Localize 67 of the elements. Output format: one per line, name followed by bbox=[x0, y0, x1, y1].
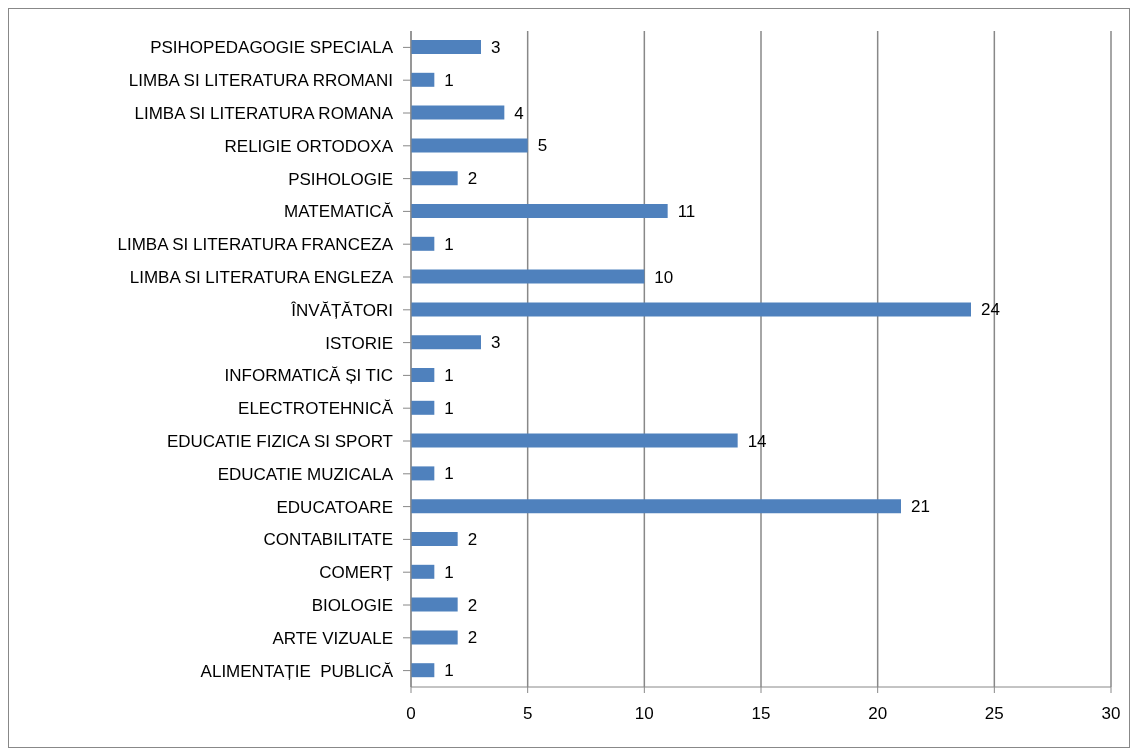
y-tick-label: LIMBA SI LITERATURA FRANCEZA bbox=[117, 235, 394, 255]
x-tick-label: 5 bbox=[522, 704, 533, 724]
y-tick-label: COMERȚ bbox=[319, 563, 393, 583]
data-label: 1 bbox=[444, 234, 454, 254]
y-tick-label: PSIHOLOGIE bbox=[288, 169, 393, 189]
y-tick-label: LIMBA SI LITERATURA ROMANA bbox=[134, 104, 394, 123]
data-label: 14 bbox=[747, 431, 767, 451]
data-label: 1 bbox=[444, 70, 454, 90]
y-tick-label: ARTE VIZUALE bbox=[272, 628, 393, 648]
data-label: 1 bbox=[444, 661, 454, 681]
bar bbox=[411, 466, 435, 481]
data-label: 1 bbox=[444, 464, 454, 484]
y-tick-label: PSIHOPEDAGOGIE SPECIALA bbox=[150, 38, 394, 58]
data-label: 2 bbox=[467, 595, 478, 615]
data-label: 2 bbox=[467, 530, 478, 550]
y-tick-label: CONTABILITATE bbox=[263, 530, 393, 550]
y-tick-label: RELIGIE ORTODOXA bbox=[224, 136, 394, 156]
y-tick-label: MATEMATICĂ bbox=[284, 202, 394, 222]
bar bbox=[411, 433, 738, 448]
bar bbox=[411, 236, 435, 251]
y-tick-label: ÎNVĂȚĂTORI bbox=[290, 300, 393, 320]
data-label: 21 bbox=[911, 497, 930, 517]
bar bbox=[411, 72, 435, 87]
x-tick-label: 10 bbox=[634, 704, 654, 724]
bar bbox=[411, 368, 435, 382]
x-tick-label: 25 bbox=[984, 704, 1004, 724]
data-label: 3 bbox=[491, 333, 501, 353]
bar bbox=[411, 171, 458, 186]
bar bbox=[411, 499, 901, 514]
bar bbox=[411, 269, 645, 284]
y-tick-label: EDUCATIE MUZICALA bbox=[217, 464, 394, 484]
y-tick-label: ELECTROTEHNICĂ bbox=[238, 399, 394, 419]
data-label: 1 bbox=[444, 366, 454, 386]
bar bbox=[411, 138, 528, 153]
data-label: 2 bbox=[467, 628, 478, 648]
data-label: 3 bbox=[491, 38, 501, 58]
y-tick-label: ISTORIE bbox=[325, 333, 393, 353]
bar bbox=[411, 532, 458, 546]
bar bbox=[411, 630, 458, 645]
data-label: 11 bbox=[677, 202, 696, 222]
y-tick-label: LIMBA SI LITERATURA RROMANI bbox=[128, 71, 393, 91]
bar bbox=[411, 302, 971, 317]
data-label: 24 bbox=[981, 300, 1000, 320]
data-label: 5 bbox=[537, 136, 548, 156]
x-tick-label: 30 bbox=[1101, 704, 1121, 724]
data-label: 1 bbox=[444, 398, 454, 418]
y-tick-label: ALIMENTAȚIE PUBLICĂ bbox=[200, 661, 394, 681]
bar bbox=[411, 40, 481, 54]
y-tick-label: EDUCATOARE bbox=[276, 497, 393, 517]
bar bbox=[411, 335, 481, 350]
bar bbox=[411, 597, 458, 612]
data-label: 10 bbox=[654, 267, 674, 287]
bar bbox=[411, 564, 435, 579]
data-label: 2 bbox=[467, 169, 478, 189]
y-tick-label: BIOLOGIE bbox=[311, 596, 393, 615]
bar bbox=[411, 400, 435, 415]
y-tick-label: LIMBA SI LITERATURA ENGLEZA bbox=[129, 268, 394, 287]
bar bbox=[411, 105, 505, 120]
bar bbox=[411, 663, 435, 678]
x-tick-label: 20 bbox=[868, 704, 888, 724]
x-tick-label: 15 bbox=[751, 704, 771, 724]
y-tick-label: INFORMATICĂ ȘI TIC bbox=[224, 366, 393, 386]
y-tick-label: EDUCATIE FIZICA SI SPORT bbox=[166, 432, 393, 451]
bar bbox=[411, 204, 668, 218]
data-label: 4 bbox=[514, 103, 524, 123]
data-label: 1 bbox=[444, 562, 454, 582]
x-tick-label: 0 bbox=[406, 704, 416, 724]
